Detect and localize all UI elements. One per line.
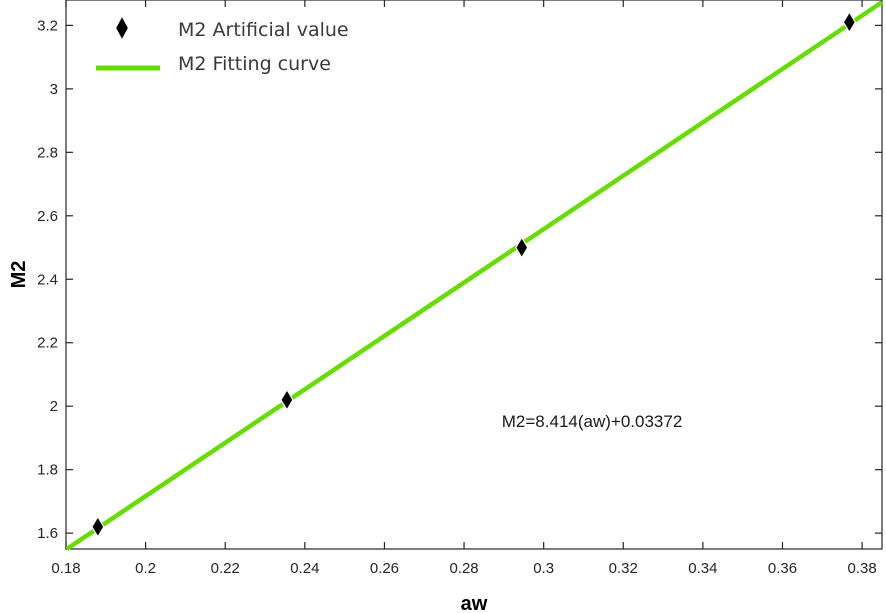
x-tick-label: 0.38 xyxy=(847,560,876,577)
fitting-curve-line xyxy=(65,0,884,551)
y-tick-label: 2.8 xyxy=(37,144,58,161)
x-tick-label: 0.36 xyxy=(768,560,797,577)
x-axis-title: aw xyxy=(461,593,488,613)
series-layer xyxy=(65,0,884,551)
x-tick-label: 0.2 xyxy=(135,560,156,577)
y-tick-label: 3 xyxy=(50,81,58,98)
legend-marker-artificial xyxy=(114,14,130,42)
data-point xyxy=(842,11,857,34)
legend-label-artificial: M2 Artificial value xyxy=(178,19,349,41)
y-tick-label: 2.6 xyxy=(37,208,58,225)
annotations: M2=8.414(aw)+0.03372 xyxy=(502,412,683,431)
data-point xyxy=(280,388,294,412)
y-tick-label: 3.2 xyxy=(37,17,58,34)
data-point xyxy=(91,515,105,538)
x-axis: 0.18 0.2 0.22 0.24 0.26 0.28 0.3 0.32 0.34 0.36 0.… xyxy=(51,0,877,577)
y-axis-title: M2 xyxy=(8,261,30,289)
data-point xyxy=(515,236,529,259)
equation-annotation: M2=8.414(aw)+0.03372 xyxy=(502,412,683,431)
y-tick-label: 1.6 xyxy=(37,525,58,542)
y-tick-label: 1.8 xyxy=(37,462,58,479)
y-axis: 1.6 1.8 2 2.2 2.4 2.6 2.8 3 3.2 xyxy=(37,17,882,542)
legend: M2 Artificial value M2 Fitting curve xyxy=(96,14,349,75)
x-tick-label: 0.22 xyxy=(211,560,240,577)
legend-label-fitting: M2 Fitting curve xyxy=(178,53,331,75)
y-tick-label: 2 xyxy=(50,398,58,415)
y-tick-label: 2.4 xyxy=(37,271,58,288)
x-tick-label: 0.28 xyxy=(449,560,478,577)
y-tick-label: 2.2 xyxy=(37,335,58,352)
x-tick-label: 0.24 xyxy=(290,560,319,577)
x-tick-label: 0.26 xyxy=(370,560,399,577)
x-tick-label: 0.34 xyxy=(688,560,717,577)
x-tick-label: 0.18 xyxy=(51,560,80,577)
x-tick-label: 0.3 xyxy=(533,560,554,577)
x-tick-label: 0.32 xyxy=(609,560,638,577)
